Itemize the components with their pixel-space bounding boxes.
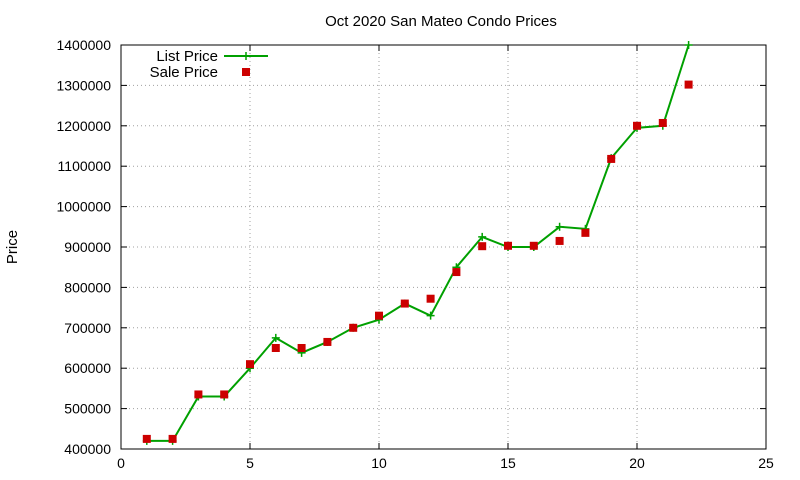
sale-price-point: [142, 434, 151, 443]
grid: [121, 45, 766, 449]
y-tick-label: 1300000: [56, 77, 111, 93]
y-tick-label: 700000: [64, 320, 111, 336]
sale-price-point: [581, 228, 590, 237]
sale-price-point: [555, 236, 564, 245]
sale-price-point: [323, 337, 332, 346]
sale-price-point: [400, 299, 409, 308]
sale-price-point: [658, 118, 667, 127]
legend-plus-marker: [242, 52, 250, 60]
y-tick-label: 1400000: [56, 37, 111, 53]
sale-price-point: [194, 390, 203, 399]
y-tick-label: 1200000: [56, 118, 111, 134]
y-tick-label: 900000: [64, 239, 111, 255]
y-tick-label: 600000: [64, 360, 111, 376]
x-tick-label: 15: [500, 455, 516, 471]
sale-price-point: [375, 311, 383, 320]
list-price-point: [684, 41, 693, 49]
x-tick-label: 20: [629, 455, 645, 471]
sale-price-point: [426, 294, 435, 303]
legend-label: Sale Price: [150, 64, 218, 81]
x-tick-label: 10: [371, 455, 387, 471]
series: [142, 41, 693, 445]
y-tick-label: 400000: [64, 441, 111, 457]
sale-price-point: [297, 344, 306, 352]
legend-square-marker: [242, 68, 250, 76]
sale-price-point: [529, 241, 538, 250]
list-price-line: [146, 44, 690, 442]
y-tick-label: 1100000: [58, 158, 112, 174]
x-tick-label: 5: [246, 455, 254, 471]
list-price-point: [426, 311, 435, 320]
y-tick-label: 1000000: [56, 199, 111, 215]
sale-price-point: [684, 80, 693, 89]
chart-title: Oct 2020 San Mateo Condo Prices: [325, 13, 557, 30]
y-tick-label: 800000: [64, 279, 111, 295]
x-tick-label: 0: [117, 455, 125, 471]
sale-price-point: [271, 344, 280, 352]
sale-price-point: [220, 390, 229, 399]
legend-label: List Price: [156, 48, 218, 65]
sale-price-point: [504, 241, 512, 250]
x-tick-label: 25: [758, 455, 774, 471]
y-tick-label: 500000: [64, 401, 111, 417]
y-axis-label: Price: [4, 230, 21, 264]
sale-price-point: [452, 268, 461, 277]
sale-price-point: [168, 434, 177, 443]
list-price-point: [271, 333, 280, 342]
sale-price-point: [607, 154, 616, 163]
sale-price-point: [633, 121, 641, 130]
list-price-point: [478, 232, 487, 241]
sale-price-point: [246, 360, 254, 369]
axis-ticks: 0 5 10 15 20 25 400000 500000 600000 700000 800000…: [56, 37, 774, 471]
list-price-point: [555, 222, 564, 231]
sale-price-point: [478, 242, 487, 251]
sale-price-point: [349, 323, 358, 332]
